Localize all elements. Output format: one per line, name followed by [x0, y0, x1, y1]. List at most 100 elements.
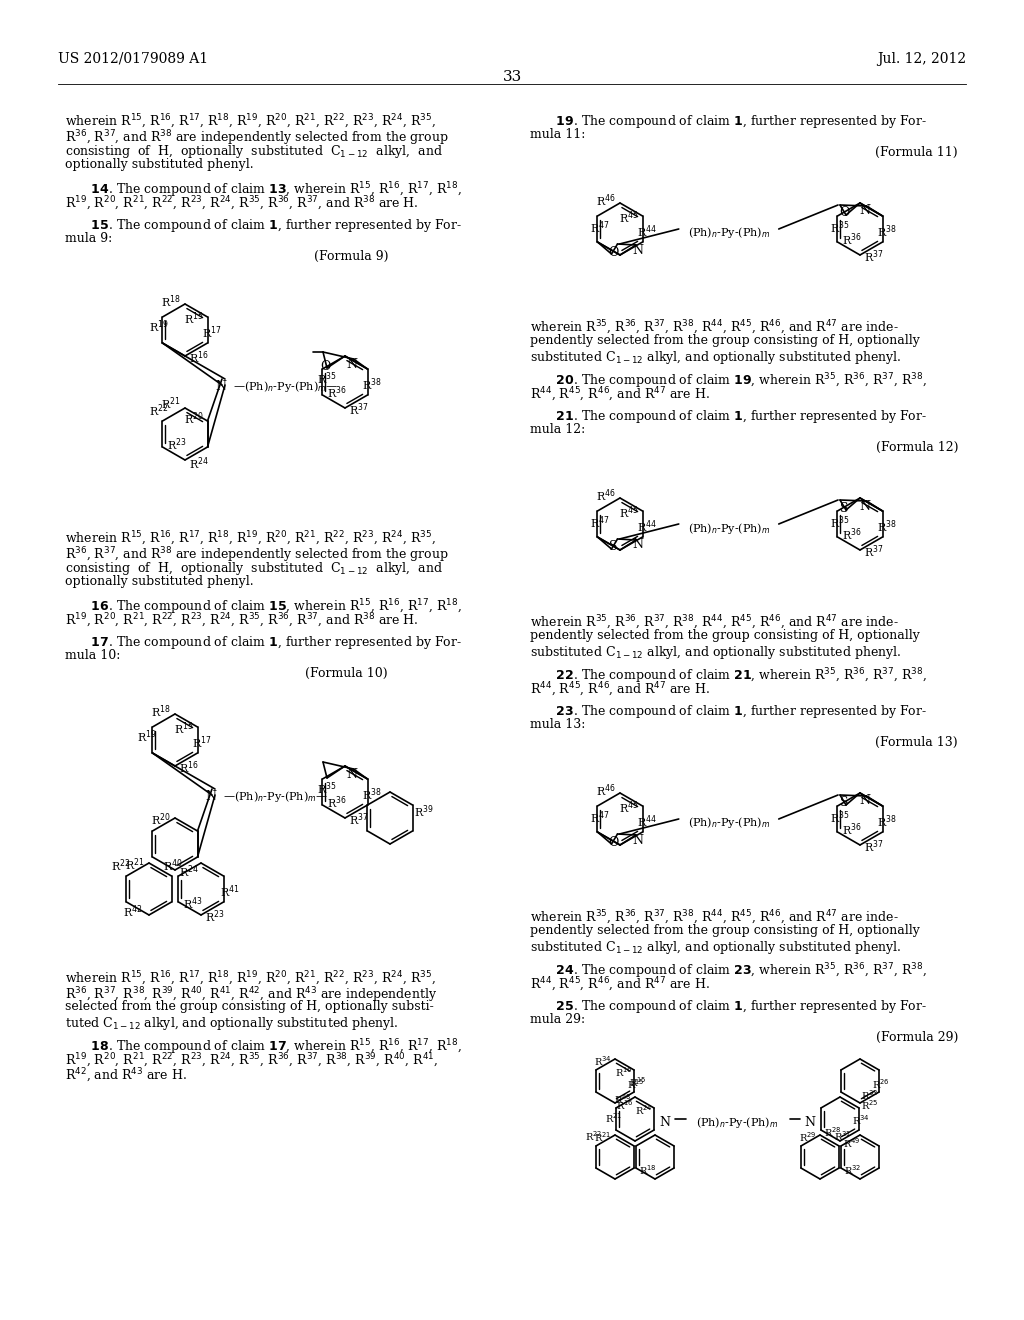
Text: R$^{38}$: R$^{38}$: [877, 223, 896, 240]
Text: (Formula 11): (Formula 11): [876, 147, 958, 158]
Text: R$^{49}$: R$^{49}$: [843, 1137, 861, 1150]
Text: R$^{36}$, R$^{37}$, and R$^{38}$ are independently selected from the group: R$^{36}$, R$^{37}$, and R$^{38}$ are ind…: [65, 545, 449, 565]
Text: R$^{28}$: R$^{28}$: [824, 1125, 842, 1139]
Text: R$^{20}$: R$^{20}$: [152, 812, 171, 829]
Text: R$^{38}$: R$^{38}$: [877, 813, 896, 830]
Text: N: N: [206, 789, 216, 803]
Text: substituted C$_{1-12}$ alkyl, and optionally substituted phenyl.: substituted C$_{1-12}$ alkyl, and option…: [530, 939, 901, 956]
Text: R$^{22}$: R$^{22}$: [111, 858, 130, 874]
Text: R$^{38}$: R$^{38}$: [361, 787, 381, 804]
Text: R$^{42}$: R$^{42}$: [123, 904, 142, 920]
Text: R$^{47}$: R$^{47}$: [590, 219, 609, 236]
Text: R$^{24}$: R$^{24}$: [189, 455, 209, 473]
Text: R$^{29}$: R$^{29}$: [800, 1130, 817, 1144]
Text: pendently selected from the group consisting of H, optionally: pendently selected from the group consis…: [530, 924, 920, 937]
Text: mula 13:: mula 13:: [530, 718, 586, 731]
Text: wherein R$^{35}$, R$^{36}$, R$^{37}$, R$^{38}$, R$^{44}$, R$^{45}$, R$^{46}$, an: wherein R$^{35}$, R$^{36}$, R$^{37}$, R$…: [530, 319, 899, 337]
Text: wherein R$^{35}$, R$^{36}$, R$^{37}$, R$^{38}$, R$^{44}$, R$^{45}$, R$^{46}$, an: wherein R$^{35}$, R$^{36}$, R$^{37}$, R$…: [530, 909, 899, 927]
Text: pendently selected from the group consisting of H, optionally: pendently selected from the group consis…: [530, 630, 920, 642]
Text: R$^{36}$, R$^{37}$, R$^{38}$, R$^{39}$, R$^{40}$, R$^{41}$, R$^{42}$, and R$^{43: R$^{36}$, R$^{37}$, R$^{38}$, R$^{39}$, …: [65, 985, 437, 1005]
Text: R$^{21}$: R$^{21}$: [605, 1111, 623, 1125]
Text: R$^{39}$: R$^{39}$: [414, 804, 434, 820]
Text: R$^{44}$, R$^{45}$, R$^{46}$, and R$^{47}$ are H.: R$^{44}$, R$^{45}$, R$^{46}$, and R$^{47…: [530, 975, 710, 994]
Text: N: N: [215, 380, 226, 392]
Text: R$^{44}$, R$^{45}$, R$^{46}$, and R$^{47}$ are H.: R$^{44}$, R$^{45}$, R$^{46}$, and R$^{47…: [530, 681, 710, 700]
Text: selected from the group consisting of H, optionally substi-: selected from the group consisting of H,…: [65, 1001, 434, 1012]
Text: R$^{33}$: R$^{33}$: [861, 1088, 879, 1102]
Text: R$^{44}$: R$^{44}$: [637, 519, 656, 536]
Text: R$^{35}$: R$^{35}$: [829, 809, 849, 826]
Text: R$^{18}$: R$^{18}$: [161, 294, 181, 310]
Text: $\bf{19}$. The compound of claim $\bf{1}$, further represented by For-: $\bf{19}$. The compound of claim $\bf{1}…: [540, 114, 927, 129]
Text: O: O: [608, 246, 618, 259]
Text: R$^{36}$: R$^{36}$: [327, 384, 346, 401]
Text: $\bf{24}$. The compound of claim $\bf{23}$, wherein R$^{35}$, R$^{36}$, R$^{37}$: $\bf{24}$. The compound of claim $\bf{23…: [540, 961, 927, 981]
Text: $\bf{15}$. The compound of claim $\bf{1}$, further represented by For-: $\bf{15}$. The compound of claim $\bf{1}…: [75, 216, 462, 234]
Text: O: O: [319, 359, 330, 372]
Text: wherein R$^{35}$, R$^{36}$, R$^{37}$, R$^{38}$, R$^{44}$, R$^{45}$, R$^{46}$, an: wherein R$^{35}$, R$^{36}$, R$^{37}$, R$…: [530, 614, 899, 632]
Text: substituted C$_{1-12}$ alkyl, and optionally substituted phenyl.: substituted C$_{1-12}$ alkyl, and option…: [530, 348, 901, 366]
Text: $\bf{17}$. The compound of claim $\bf{1}$, further represented by For-: $\bf{17}$. The compound of claim $\bf{1}…: [75, 634, 462, 651]
Text: R$^{45}$: R$^{45}$: [618, 504, 638, 521]
Text: (Formula 9): (Formula 9): [313, 249, 388, 263]
Text: R$^{42}$, and R$^{43}$ are H.: R$^{42}$, and R$^{43}$ are H.: [65, 1067, 187, 1085]
Text: $\bf{20}$. The compound of claim $\bf{19}$, wherein R$^{35}$, R$^{36}$, R$^{37}$: $\bf{20}$. The compound of claim $\bf{19…: [540, 371, 927, 391]
Text: R$^{24}$: R$^{24}$: [179, 863, 199, 880]
Text: R$^{15}$: R$^{15}$: [174, 721, 194, 738]
Text: consisting  of  H,  optionally  substituted  C$_{1-12}$  alkyl,  and: consisting of H, optionally substituted …: [65, 143, 443, 160]
Text: —(Ph)$_n$-Py-(Ph)$_m$—: —(Ph)$_n$-Py-(Ph)$_m$—: [233, 379, 338, 393]
Text: R$^{21}$: R$^{21}$: [125, 857, 144, 874]
Text: R$^{38}$: R$^{38}$: [877, 519, 896, 536]
Text: R$^{47}$: R$^{47}$: [590, 809, 609, 826]
Text: S: S: [840, 796, 848, 809]
Text: S: S: [840, 502, 848, 515]
Text: $\bf{21}$. The compound of claim $\bf{1}$, further represented by For-: $\bf{21}$. The compound of claim $\bf{1}…: [540, 408, 927, 425]
Text: mula 12:: mula 12:: [530, 422, 586, 436]
Text: R$^{21}$: R$^{21}$: [161, 396, 181, 412]
Text: R$^{18}$: R$^{18}$: [152, 704, 171, 721]
Text: R$^{20}$: R$^{20}$: [183, 411, 204, 428]
Text: R$^{34}$: R$^{34}$: [852, 1113, 870, 1127]
Text: N: N: [805, 1117, 815, 1130]
Text: tuted C$_{1-12}$ alkyl, and optionally substituted phenyl.: tuted C$_{1-12}$ alkyl, and optionally s…: [65, 1015, 398, 1032]
Text: mula 10:: mula 10:: [65, 649, 121, 663]
Text: R$^{36}$: R$^{36}$: [842, 821, 861, 838]
Text: O: O: [839, 206, 849, 219]
Text: R$^{19}$: R$^{19}$: [136, 729, 157, 746]
Text: R$^{36}$: R$^{36}$: [842, 232, 861, 248]
Text: (Formula 29): (Formula 29): [876, 1031, 958, 1044]
Text: (Ph)$_n$-Py-(Ph)$_m$: (Ph)$_n$-Py-(Ph)$_m$: [696, 1115, 778, 1130]
Text: S: S: [609, 540, 617, 553]
Text: R$^{16}$: R$^{16}$: [189, 350, 209, 366]
Text: R$^{32}$: R$^{32}$: [844, 1163, 861, 1177]
Text: (Formula 12): (Formula 12): [876, 441, 958, 454]
Text: $\bf{18}$. The compound of claim $\bf{17}$, wherein R$^{15}$, R$^{16}$, R$^{17}$: $\bf{18}$. The compound of claim $\bf{17…: [75, 1038, 462, 1056]
Text: R$^{17}$: R$^{17}$: [191, 735, 211, 751]
Text: R$^{38}$: R$^{38}$: [361, 376, 381, 393]
Text: R$^{23}$: R$^{23}$: [167, 437, 186, 453]
Text: R$^{24}$: R$^{24}$: [635, 1104, 653, 1117]
Text: N: N: [346, 358, 357, 371]
Text: $\bf{25}$. The compound of claim $\bf{1}$, further represented by For-: $\bf{25}$. The compound of claim $\bf{1}…: [540, 998, 927, 1015]
Text: R$^{15}$: R$^{15}$: [630, 1074, 647, 1089]
Text: pendently selected from the group consisting of H, optionally: pendently selected from the group consis…: [530, 334, 920, 347]
Text: R$^{48}$: R$^{48}$: [614, 1092, 632, 1106]
Text: R$^{19}$, R$^{20}$, R$^{21}$, R$^{22}$, R$^{23}$, R$^{24}$, R$^{35}$, R$^{36}$, : R$^{19}$, R$^{20}$, R$^{21}$, R$^{22}$, …: [65, 195, 419, 213]
Text: R$^{45}$: R$^{45}$: [618, 210, 638, 226]
Text: wherein R$^{15}$, R$^{16}$, R$^{17}$, R$^{18}$, R$^{19}$, R$^{20}$, R$^{21}$, R$: wherein R$^{15}$, R$^{16}$, R$^{17}$, R$…: [65, 531, 436, 548]
Text: R$^{36}$, R$^{37}$, and R$^{38}$ are independently selected from the group: R$^{36}$, R$^{37}$, and R$^{38}$ are ind…: [65, 128, 449, 148]
Text: $\bf{14}$. The compound of claim $\bf{13}$, wherein R$^{15}$, R$^{16}$, R$^{17}$: $\bf{14}$. The compound of claim $\bf{13…: [75, 180, 462, 199]
Text: substituted C$_{1-12}$ alkyl, and optionally substituted phenyl.: substituted C$_{1-12}$ alkyl, and option…: [530, 644, 901, 661]
Text: R$^{22}$: R$^{22}$: [586, 1129, 602, 1143]
Text: R$^{21}$: R$^{21}$: [594, 1130, 611, 1144]
Text: R$^{15}$: R$^{15}$: [628, 1077, 645, 1090]
Text: R$^{35}$: R$^{35}$: [316, 371, 336, 387]
Text: (Formula 10): (Formula 10): [305, 667, 388, 680]
Text: N: N: [633, 243, 643, 256]
Text: R$^{19}$: R$^{19}$: [148, 318, 168, 335]
Text: N: N: [633, 833, 643, 846]
Text: R$^{23}$: R$^{23}$: [205, 908, 225, 925]
Text: R$^{37}$: R$^{37}$: [349, 401, 369, 418]
Text: R$^{40}$: R$^{40}$: [163, 858, 182, 874]
Text: R$^{46}$: R$^{46}$: [596, 193, 615, 210]
